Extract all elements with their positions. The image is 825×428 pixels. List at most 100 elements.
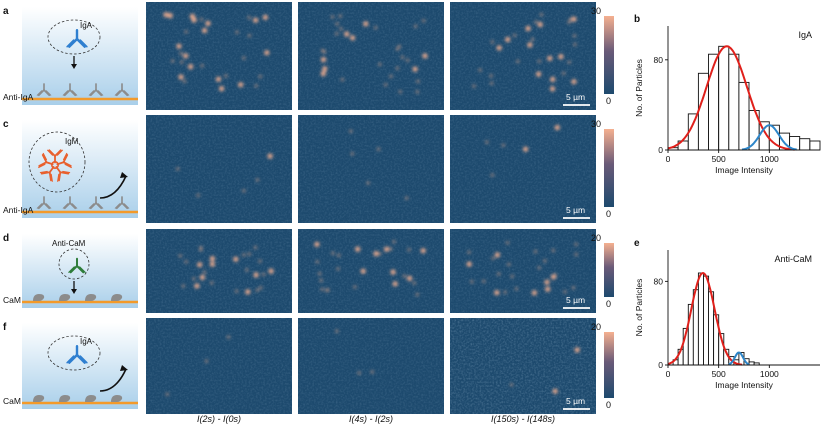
colorbar-min-label: 0 <box>606 400 611 410</box>
analyte-dashed-circle <box>47 335 101 371</box>
particle <box>402 274 406 278</box>
particle <box>331 251 335 255</box>
particle <box>407 275 413 281</box>
particle <box>255 178 259 182</box>
particle <box>322 50 326 54</box>
particle <box>242 253 246 257</box>
panel-letter-d: d <box>3 233 9 244</box>
particle <box>199 246 203 250</box>
particle <box>349 129 353 133</box>
particle-group <box>165 335 231 396</box>
particle <box>171 59 175 63</box>
antibody-light-chain <box>97 90 104 96</box>
particle <box>539 13 544 17</box>
particle <box>209 261 215 267</box>
particle <box>258 259 262 263</box>
antibody-light-chain <box>56 149 63 156</box>
particle <box>268 268 274 274</box>
antibody-arm-left <box>69 202 77 210</box>
x-tick-label: 500 <box>712 369 726 379</box>
antibody-light-chain <box>62 203 69 209</box>
particle <box>247 252 251 256</box>
capture-antibody-glyph <box>88 83 104 97</box>
antibody-arm-right <box>58 171 62 182</box>
particle <box>405 196 409 200</box>
particle <box>325 288 329 292</box>
particle <box>219 86 225 92</box>
particle <box>395 47 399 51</box>
colorbar-gradient <box>604 332 614 398</box>
particle <box>412 281 416 285</box>
gaussian-fit-line <box>667 45 795 151</box>
particle <box>398 90 402 94</box>
particle <box>360 268 366 274</box>
histogram-bar <box>799 138 811 151</box>
antibody-arm-left <box>69 89 77 97</box>
cam-protein-glyph <box>85 294 97 301</box>
particle <box>335 32 339 36</box>
antibody-arm-left <box>43 202 51 210</box>
particle <box>568 17 573 22</box>
colorbar-max-label: 30 <box>591 119 601 129</box>
scale-bar-label: 5 µm <box>566 205 585 215</box>
particle <box>262 14 268 20</box>
particle <box>247 16 251 20</box>
antibody-light-chain <box>123 90 130 96</box>
particle <box>247 34 252 38</box>
particle <box>350 152 354 156</box>
x-tick-label: 500 <box>712 154 726 164</box>
particle <box>196 193 200 197</box>
particle <box>340 78 344 82</box>
particle <box>563 290 567 294</box>
particle <box>552 388 558 394</box>
analyte-label: IgA <box>80 337 93 346</box>
particle <box>197 262 203 268</box>
cam-protein-glyph <box>33 395 45 402</box>
image-panel-c-1 <box>146 115 292 223</box>
image-noise <box>298 2 444 110</box>
analyte-label: IgM <box>65 137 79 146</box>
gaussian-fit-line <box>667 272 743 366</box>
antibody-light-chain <box>45 203 52 209</box>
capture-antibody-glyph <box>36 83 52 97</box>
particle <box>176 167 180 171</box>
histogram-e: e 0 500 1000 0 80 Image Intensity No. of Partic… <box>634 238 820 390</box>
column-label-2: I(4s) - I(2s) <box>349 414 393 424</box>
antibody-light-chain <box>45 90 52 96</box>
row-f-schematic: f IgA CaM <box>3 322 138 409</box>
particle <box>210 281 214 285</box>
particle <box>510 383 514 387</box>
particle <box>543 259 547 263</box>
image-noise <box>146 115 292 223</box>
particle <box>523 146 529 152</box>
antibody-light-chain <box>42 152 47 161</box>
analyte-label: IgA <box>80 21 93 30</box>
particle <box>422 53 428 59</box>
particle <box>253 245 257 250</box>
antibody-arm-left <box>62 154 69 164</box>
colorbar-max-label: 20 <box>591 233 601 243</box>
particle <box>226 335 231 339</box>
particle <box>199 17 204 21</box>
colorbar-min-label: 0 <box>606 299 611 309</box>
particle <box>420 248 426 254</box>
antibody-arm-right <box>63 89 71 97</box>
particle <box>264 50 270 56</box>
colorbar-f: 20 0 <box>591 322 614 410</box>
particle <box>536 71 542 77</box>
particle <box>574 242 578 246</box>
particle <box>322 66 328 72</box>
particle <box>184 260 188 264</box>
analyte-dashed-circle <box>47 19 101 55</box>
particle <box>490 40 494 44</box>
antibody-light-chain <box>79 355 88 364</box>
particle <box>572 34 577 38</box>
analyte-dashed-circle <box>28 131 86 193</box>
colorbar-max-label: 20 <box>591 322 601 332</box>
colorbar-max-label: 30 <box>591 6 601 16</box>
particle <box>489 74 493 78</box>
particle <box>544 279 550 285</box>
particle <box>183 79 187 83</box>
particle <box>253 17 259 23</box>
